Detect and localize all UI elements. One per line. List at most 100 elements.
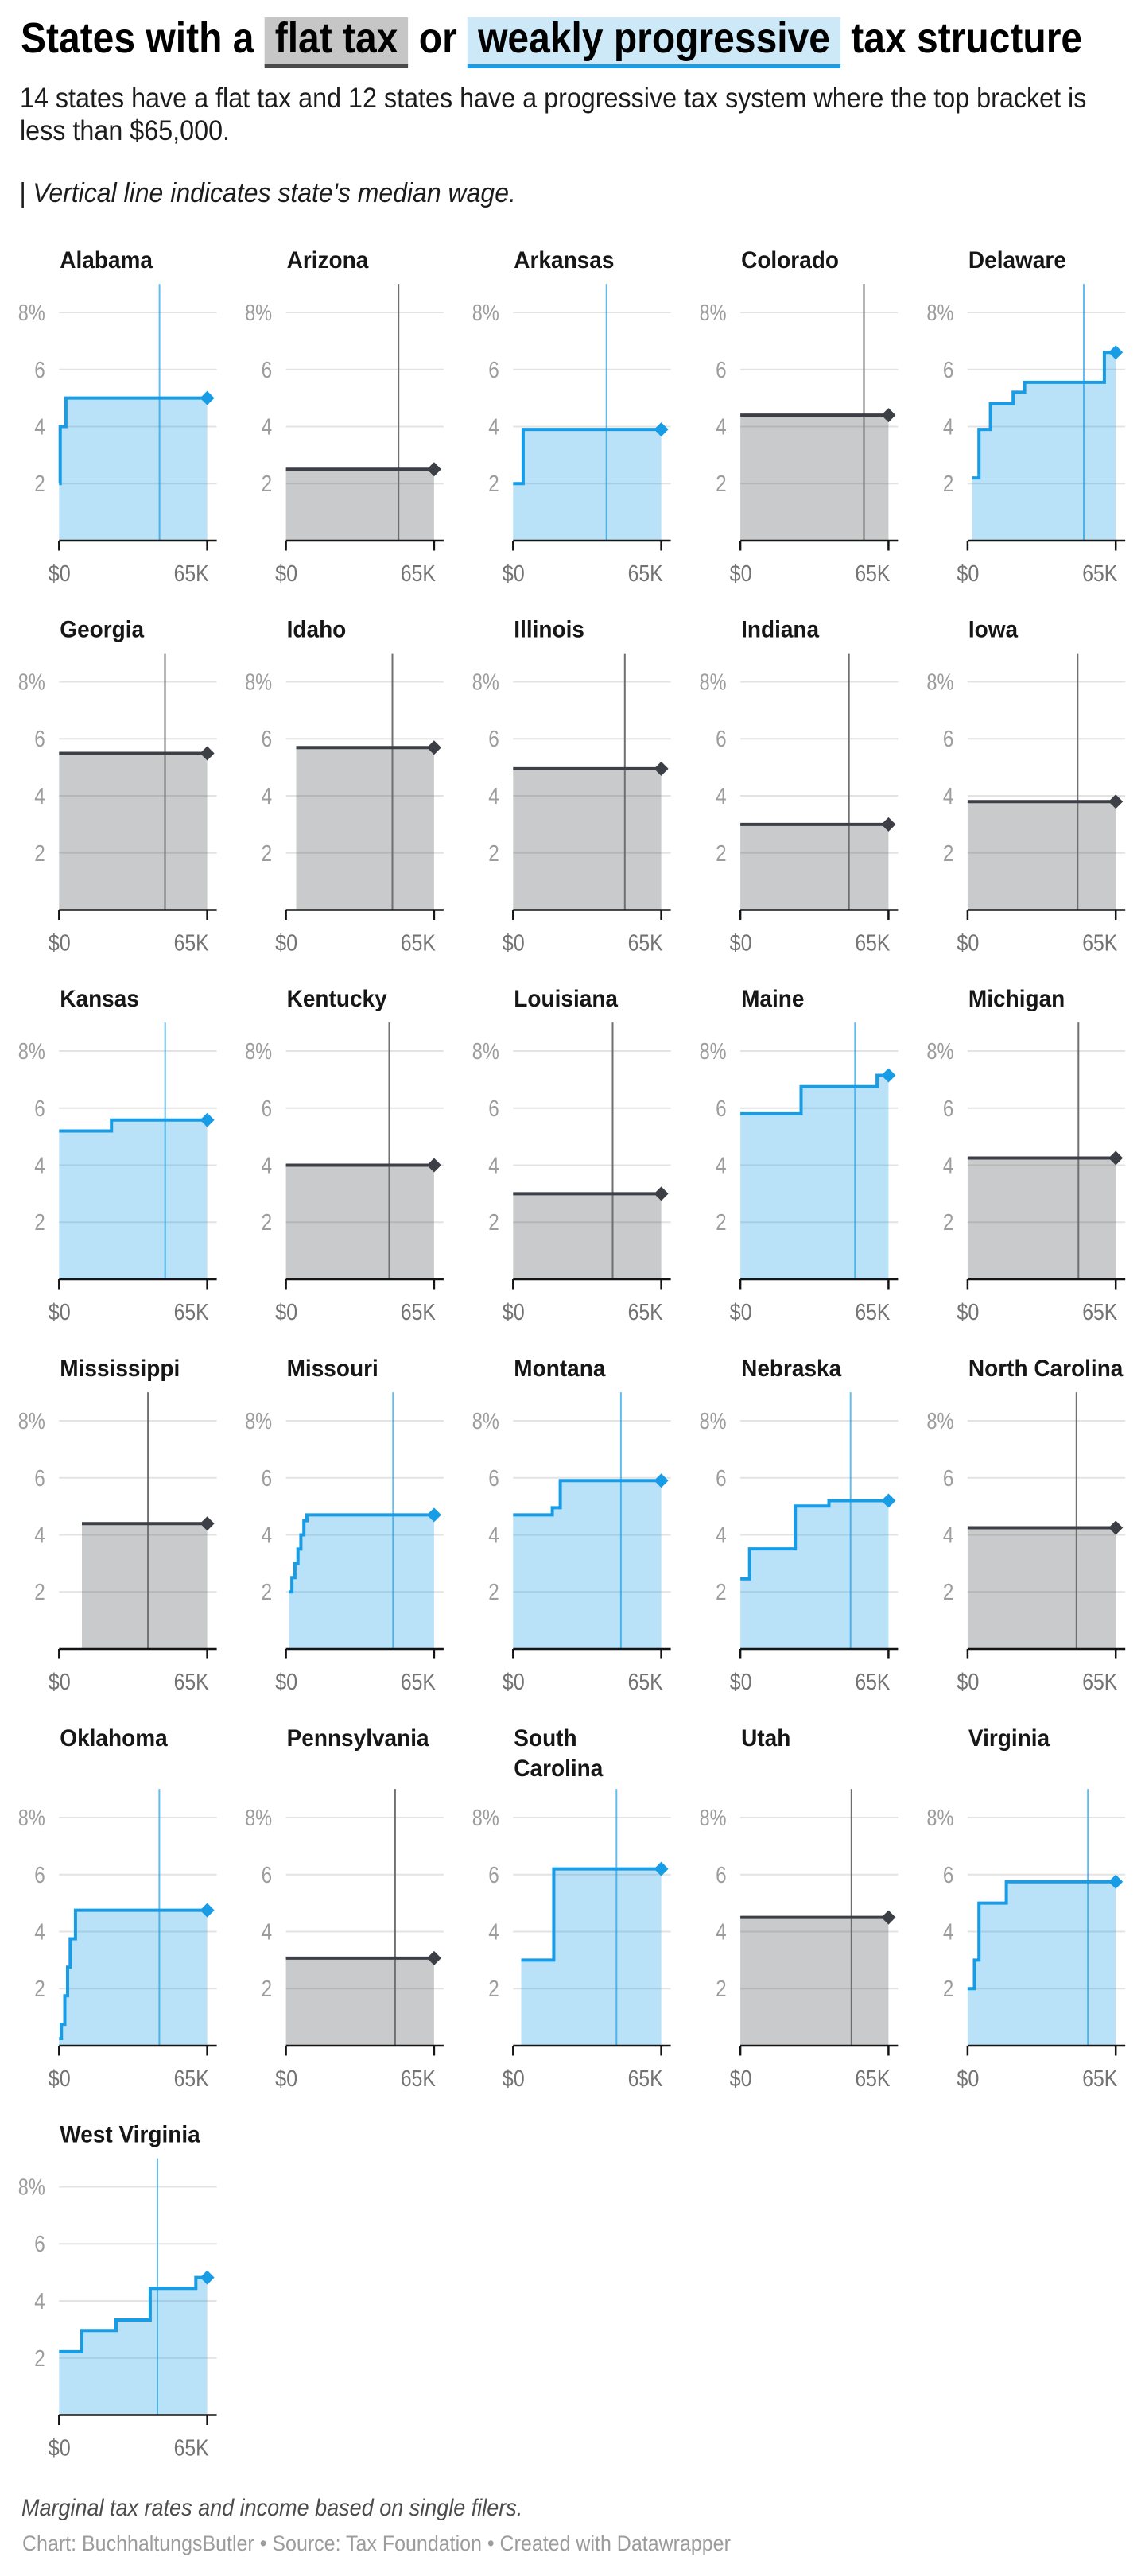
svg-text:Arkansas: Arkansas [514, 247, 614, 274]
svg-text:8%: 8% [18, 670, 45, 696]
svg-text:8%: 8% [472, 1409, 499, 1434]
svg-text:South: South [514, 1725, 576, 1752]
svg-text:Oklahoma: Oklahoma [60, 1725, 168, 1752]
svg-text:8%: 8% [18, 301, 45, 326]
svg-text:4: 4 [943, 1920, 954, 1946]
svg-text:65K: 65K [1082, 931, 1118, 956]
svg-text:8%: 8% [700, 1039, 727, 1065]
svg-text:4: 4 [34, 1154, 45, 1179]
svg-text:6: 6 [943, 358, 954, 383]
svg-text:6: 6 [34, 1863, 45, 1888]
svg-text:6: 6 [262, 1096, 273, 1122]
svg-text:6: 6 [716, 1466, 727, 1492]
svg-text:4: 4 [943, 415, 954, 440]
svg-text:6: 6 [488, 727, 499, 752]
svg-text:2: 2 [488, 471, 499, 497]
svg-text:8%: 8% [700, 670, 727, 696]
svg-text:6: 6 [34, 1466, 45, 1492]
svg-text:Iowa: Iowa [968, 617, 1018, 643]
svg-text:$0: $0 [503, 1670, 525, 1695]
svg-text:4: 4 [716, 415, 727, 440]
svg-text:6: 6 [716, 727, 727, 752]
svg-text:8%: 8% [472, 1039, 499, 1065]
svg-text:8%: 8% [18, 1806, 45, 1831]
svg-text:8%: 8% [926, 1806, 953, 1831]
svg-text:$0: $0 [49, 931, 71, 956]
svg-text:2: 2 [262, 1210, 273, 1236]
svg-text:2: 2 [262, 1977, 273, 2002]
svg-text:$0: $0 [957, 561, 979, 587]
svg-text:65K: 65K [1082, 1300, 1118, 1325]
svg-text:Georgia: Georgia [60, 617, 144, 643]
svg-text:65K: 65K [174, 1670, 210, 1695]
svg-text:6: 6 [262, 1466, 273, 1492]
svg-text:6: 6 [943, 1466, 954, 1492]
svg-text:65K: 65K [401, 931, 437, 956]
svg-text:4: 4 [488, 784, 499, 809]
svg-text:$0: $0 [49, 561, 71, 587]
svg-text:65K: 65K [628, 931, 664, 956]
svg-text:$0: $0 [957, 1300, 979, 1325]
svg-text:2: 2 [943, 1210, 954, 1236]
svg-text:6: 6 [716, 1863, 727, 1888]
svg-text:6: 6 [488, 1466, 499, 1492]
svg-text:West Virginia: West Virginia [60, 2122, 200, 2148]
svg-text:4: 4 [262, 415, 273, 440]
svg-text:8%: 8% [245, 1039, 272, 1065]
svg-text:4: 4 [943, 1523, 954, 1549]
svg-text:6: 6 [716, 358, 727, 383]
svg-text:2: 2 [34, 1977, 45, 2002]
svg-text:Kentucky: Kentucky [287, 986, 387, 1012]
svg-text:4: 4 [34, 2289, 45, 2314]
svg-text:2: 2 [716, 471, 727, 497]
svg-text:8%: 8% [472, 301, 499, 326]
svg-text:Pennsylvania: Pennsylvania [287, 1725, 429, 1752]
svg-text:65K: 65K [1082, 561, 1118, 587]
svg-text:North Carolina: North Carolina [968, 1356, 1124, 1382]
svg-text:6: 6 [488, 358, 499, 383]
svg-text:65K: 65K [1082, 1670, 1118, 1695]
svg-text:8%: 8% [472, 670, 499, 696]
svg-text:65K: 65K [855, 1670, 891, 1695]
svg-text:4: 4 [34, 1523, 45, 1549]
svg-text:$0: $0 [503, 2066, 525, 2092]
svg-text:65K: 65K [401, 2066, 437, 2092]
svg-text:Maine: Maine [741, 986, 804, 1012]
svg-text:4: 4 [488, 1154, 499, 1179]
svg-text:4: 4 [943, 784, 954, 809]
svg-text:2: 2 [716, 1580, 727, 1605]
svg-text:4: 4 [488, 1920, 499, 1946]
svg-text:65K: 65K [855, 931, 891, 956]
svg-text:$0: $0 [275, 931, 297, 956]
svg-text:2: 2 [34, 471, 45, 497]
svg-text:$0: $0 [503, 561, 525, 587]
svg-text:Utah: Utah [741, 1725, 790, 1752]
svg-text:$0: $0 [730, 561, 752, 587]
svg-text:65K: 65K [401, 1300, 437, 1325]
svg-text:65K: 65K [628, 2066, 664, 2092]
svg-text:2: 2 [943, 1977, 954, 2002]
svg-text:Michigan: Michigan [968, 986, 1065, 1012]
svg-text:4: 4 [716, 784, 727, 809]
svg-text:6: 6 [34, 1096, 45, 1122]
svg-text:8%: 8% [245, 1409, 272, 1434]
svg-text:2: 2 [488, 1977, 499, 2002]
svg-text:Virginia: Virginia [968, 1725, 1050, 1752]
svg-text:8%: 8% [926, 670, 953, 696]
svg-text:$0: $0 [503, 931, 525, 956]
svg-text:$0: $0 [275, 2066, 297, 2092]
svg-text:2: 2 [34, 841, 45, 867]
svg-text:65K: 65K [628, 561, 664, 587]
svg-text:Montana: Montana [514, 1356, 605, 1382]
svg-text:4: 4 [34, 415, 45, 440]
svg-text:6: 6 [943, 1096, 954, 1122]
svg-text:2: 2 [716, 1977, 727, 2002]
svg-text:$0: $0 [49, 1300, 71, 1325]
svg-text:4: 4 [262, 1523, 273, 1549]
svg-text:65K: 65K [855, 1300, 891, 1325]
svg-text:6: 6 [943, 1863, 954, 1888]
svg-text:65K: 65K [401, 1670, 437, 1695]
svg-text:2: 2 [943, 841, 954, 867]
svg-text:65K: 65K [1082, 2066, 1118, 2092]
svg-text:6: 6 [488, 1096, 499, 1122]
